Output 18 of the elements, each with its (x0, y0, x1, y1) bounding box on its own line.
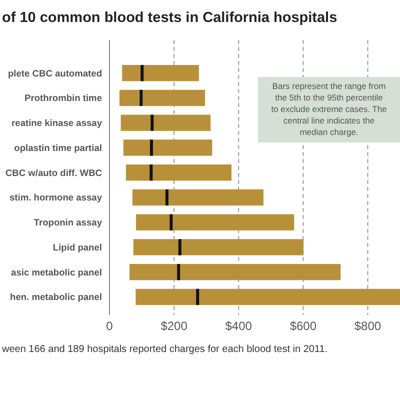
x-tick-label: $200 (160, 319, 188, 333)
x-tick-label: $800 (354, 319, 382, 333)
y-tick-label: Troponin assay (34, 218, 103, 228)
y-tick-label: Prothrombin time (24, 93, 102, 104)
y-tick-label: plete CBC automated (8, 68, 102, 78)
x-tick-label: 0 (106, 319, 114, 333)
chart-title: of 10 common blood tests in California hospitals (2, 10, 338, 26)
y-tick-label: asic metabolic panel (11, 267, 102, 278)
y-tick-label: CBC w/auto diff. WBC (5, 168, 102, 178)
x-tick-label: $400 (225, 319, 252, 333)
annotation: Bars represent the range from the 5th to the 95th percentile to exclude extreme cases. The central line indicates the median charge. (271, 81, 388, 137)
y-tick-label: oplastin time partial (14, 142, 102, 153)
text: ween 166 and 189 hospitals reported charges for each blood test in 2011. (1, 344, 328, 355)
y-tick-label: stim. hormone assay (10, 192, 103, 203)
x-tick-label: $600 (290, 319, 317, 333)
y-tick-label: hen. metabolic panel (10, 292, 102, 302)
y-tick-label: Lipid panel (52, 242, 102, 252)
y-tick-label: reatine kinase assay (12, 118, 103, 128)
